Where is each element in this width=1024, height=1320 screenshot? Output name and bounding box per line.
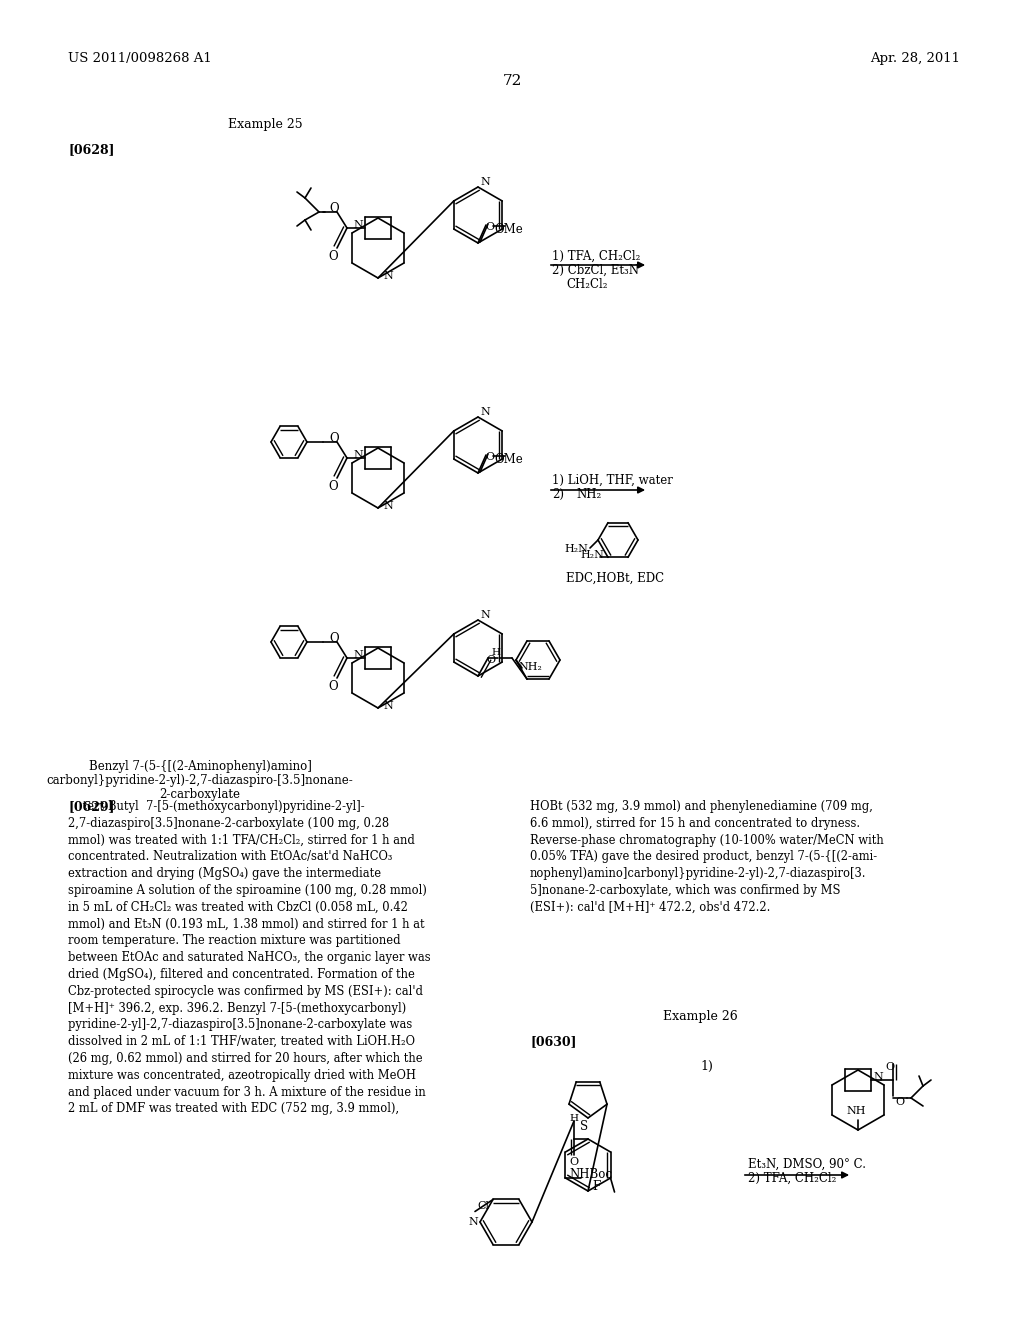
Text: 2): 2) [552, 488, 564, 502]
Text: N: N [468, 1217, 478, 1228]
Text: N: N [353, 649, 362, 660]
Text: F: F [592, 1180, 600, 1193]
Text: [0629]: [0629] [68, 800, 115, 813]
Text: HOBt (532 mg, 3.9 mmol) and phenylenediamine (709 mg,
6.6 mmol), stirred for 15 : HOBt (532 mg, 3.9 mmol) and phenylenedia… [530, 800, 884, 913]
Text: Apr. 28, 2011: Apr. 28, 2011 [870, 51, 961, 65]
Text: carbonyl}pyridine-2-yl)-2,7-diazaspiro-[3.5]nonane-: carbonyl}pyridine-2-yl)-2,7-diazaspiro-[… [47, 774, 353, 787]
Text: N: N [383, 271, 393, 281]
Text: O: O [329, 631, 339, 644]
Text: N: N [480, 610, 489, 620]
Text: 1) LiOH, THF, water: 1) LiOH, THF, water [552, 474, 673, 487]
Text: O: O [329, 202, 339, 214]
Text: H: H [569, 1114, 579, 1123]
Text: NH₂: NH₂ [575, 488, 601, 502]
Text: O: O [486, 655, 496, 665]
Text: OMe: OMe [494, 223, 522, 236]
Text: H₂N: H₂N [564, 544, 588, 554]
Text: NH: NH [846, 1106, 865, 1115]
Text: 1) TFA, CH₂Cl₂: 1) TFA, CH₂Cl₂ [552, 249, 640, 263]
Text: CH₂Cl₂: CH₂Cl₂ [566, 279, 607, 290]
Text: 2-carboxylate: 2-carboxylate [160, 788, 241, 801]
Text: O: O [485, 451, 495, 462]
Text: 1): 1) [700, 1060, 713, 1073]
Text: N: N [383, 502, 393, 511]
Text: N: N [353, 450, 362, 459]
Text: [0630]: [0630] [530, 1035, 577, 1048]
Text: Et₃N, DMSO, 90° C.: Et₃N, DMSO, 90° C. [748, 1158, 866, 1171]
Text: O: O [886, 1063, 895, 1072]
Text: H: H [492, 648, 501, 657]
Text: N: N [480, 407, 489, 417]
Text: Example 25: Example 25 [227, 117, 302, 131]
Text: Benzyl 7-(5-{[(2-Aminophenyl)amino]: Benzyl 7-(5-{[(2-Aminophenyl)amino] [88, 760, 311, 774]
Text: O: O [328, 480, 338, 492]
Text: Example 26: Example 26 [663, 1010, 737, 1023]
Text: N: N [353, 220, 362, 230]
Text: NHBoc: NHBoc [569, 1167, 612, 1180]
Text: [0628]: [0628] [68, 143, 115, 156]
Text: EDC,HOBt, EDC: EDC,HOBt, EDC [566, 572, 665, 585]
Text: O: O [328, 249, 338, 263]
Text: US 2011/0098268 A1: US 2011/0098268 A1 [68, 51, 212, 65]
Text: N: N [383, 701, 393, 711]
Text: O: O [895, 1097, 904, 1107]
Text: O: O [569, 1158, 579, 1167]
Text: NH₂: NH₂ [518, 663, 542, 672]
Text: Cl: Cl [477, 1201, 489, 1212]
Text: O: O [328, 680, 338, 693]
Text: O: O [329, 432, 339, 445]
Text: tert-Butyl  7-[5-(methoxycarbonyl)pyridine-2-yl]-
2,7-diazaspiro[3.5]nonane-2-ca: tert-Butyl 7-[5-(methoxycarbonyl)pyridin… [68, 800, 431, 1115]
Text: 2) TFA, CH₂Cl₂: 2) TFA, CH₂Cl₂ [748, 1172, 837, 1185]
Text: 2) CbzCl, Et₃N: 2) CbzCl, Et₃N [552, 264, 639, 277]
Text: OMe: OMe [494, 453, 522, 466]
Text: N: N [873, 1072, 883, 1082]
Text: 72: 72 [503, 74, 521, 88]
Text: O: O [485, 222, 495, 232]
Text: H₂N: H₂N [581, 550, 604, 560]
Text: S: S [580, 1119, 588, 1133]
Text: N: N [480, 177, 489, 187]
